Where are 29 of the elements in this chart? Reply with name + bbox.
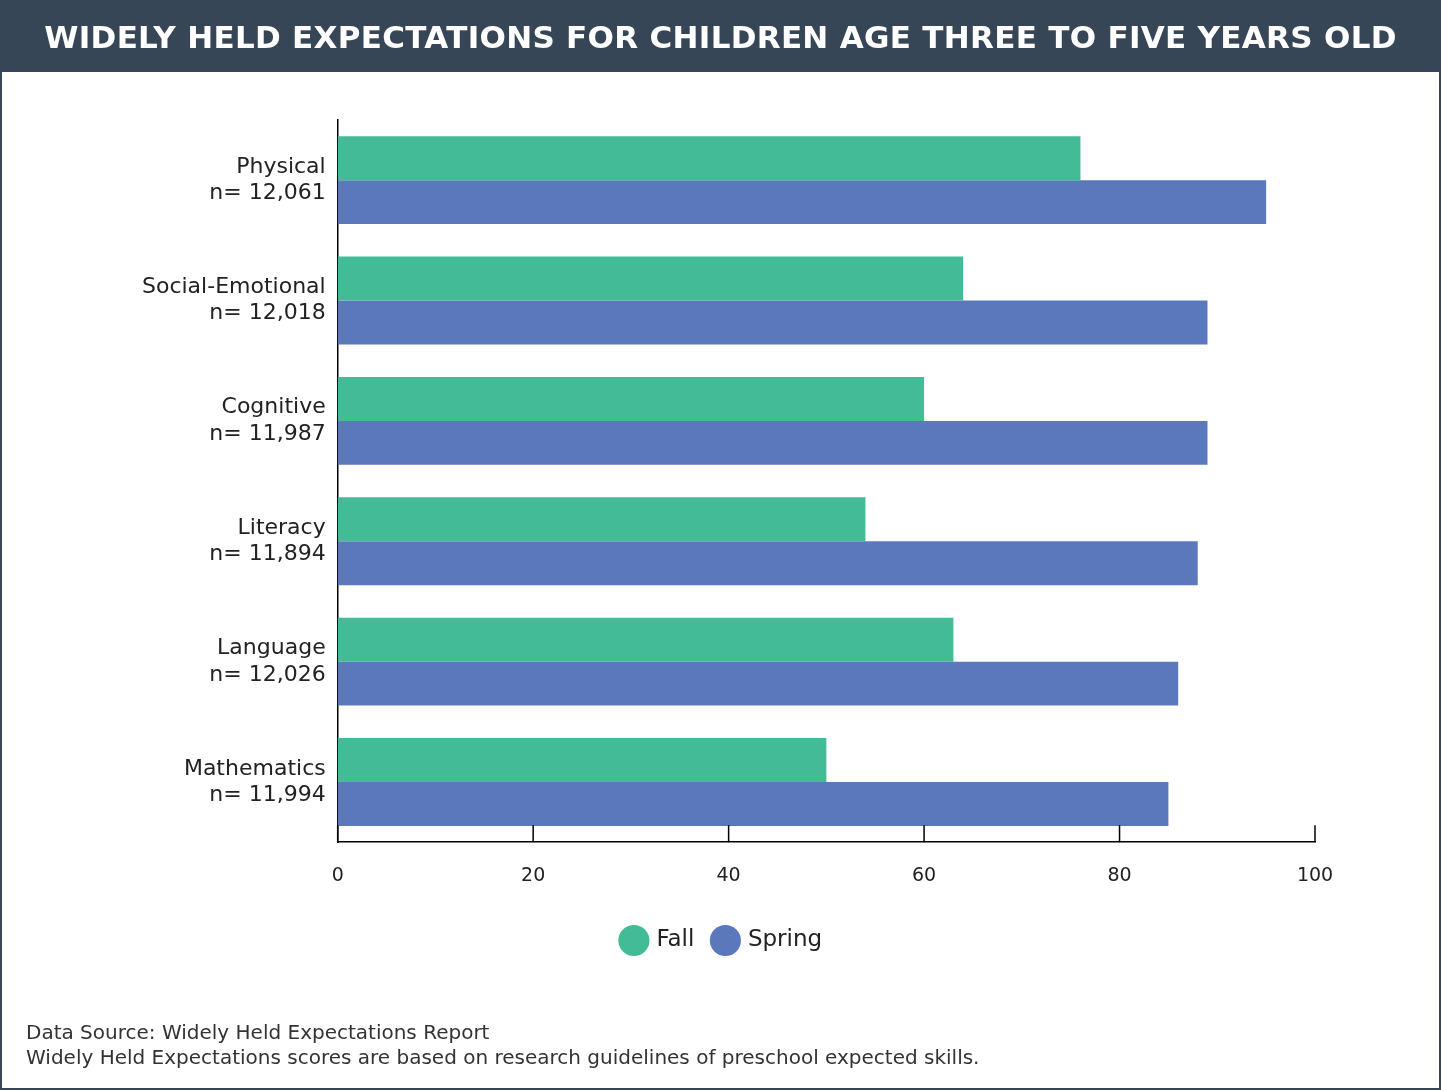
bar — [337, 782, 1169, 826]
bar — [337, 497, 866, 542]
y-tick-label: Cognitive n= 11,987 — [209, 393, 326, 445]
text: Widely Held Expectations scores are based on research guidelines of preschool expected skills. — [26, 1045, 980, 1070]
y-tick-label: Mathematics n= 11,994 — [183, 754, 326, 806]
y-tick-label: Physical n= 12,061 — [209, 152, 326, 205]
x-tick-label: 80 — [1107, 862, 1132, 885]
x-tick-label: 100 — [1296, 862, 1334, 885]
bar — [337, 541, 1198, 586]
x-tick-label: 20 — [521, 862, 546, 885]
x-tick-label: 0 — [331, 862, 344, 885]
bar — [337, 617, 954, 662]
x-tick-label: 60 — [911, 862, 937, 885]
y-tick-label: Language n= 12,026 — [209, 634, 326, 686]
bar — [337, 300, 1208, 345]
bar — [337, 376, 925, 421]
bar — [337, 180, 1267, 225]
bar — [337, 256, 964, 301]
y-tick-label: Literacy n= 11,894 — [209, 513, 326, 566]
x-tick-label: 40 — [716, 862, 741, 885]
legend-label: Spring — [747, 925, 823, 952]
y-tick-label: Social-Emotional n= 12,018 — [141, 273, 326, 325]
bar — [337, 738, 827, 783]
bar — [337, 420, 1208, 465]
bar — [337, 661, 1179, 706]
bar — [337, 136, 1081, 181]
chart-title: WIDELY HELD EXPECTATIONS FOR CHILDREN AGE THREE TO FIVE YEARS OLD — [2, 2, 1439, 72]
source-note: Data Source: Widely Held Expectations Report — [26, 1020, 491, 1045]
legend-label: Fall — [656, 925, 695, 952]
